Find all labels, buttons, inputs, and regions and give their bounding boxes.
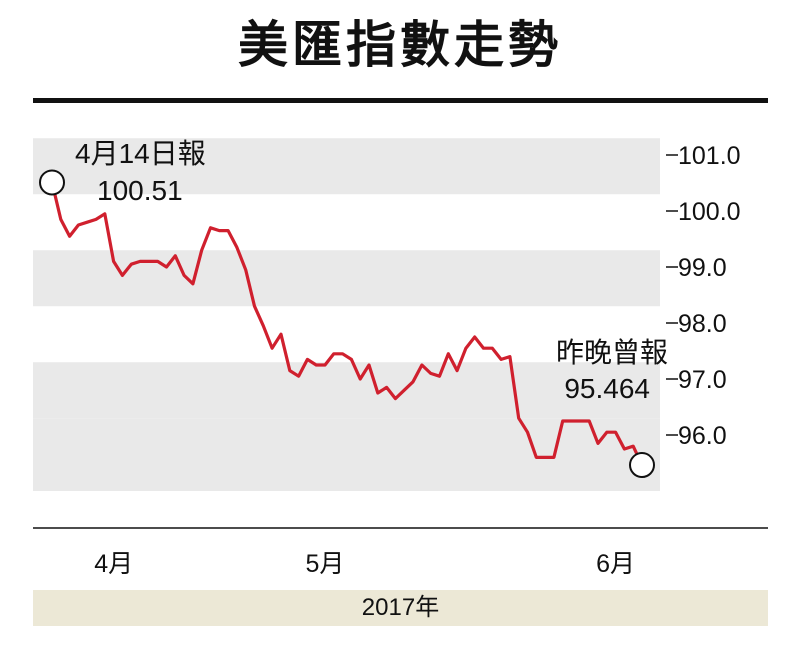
grid-band (33, 138, 660, 195)
chart-title: 美匯指數走勢 (238, 15, 562, 74)
series-layer (50, 182, 644, 466)
start-annotation-label: 4月14日報 (75, 138, 206, 169)
end-annotation-value: 95.464 (564, 373, 650, 404)
y-tick-label: 99.0 (678, 254, 727, 282)
x-axis: 4月5月6月7月 (94, 550, 635, 578)
end-marker (629, 452, 655, 479)
end-annotation-label: 昨晚曾報 (556, 337, 668, 368)
title-rule (33, 98, 768, 103)
y-tick-label: 96.0 (678, 422, 727, 450)
y-axis: 96.0 97.0 98.0 99.0 100.0 101.0 (666, 142, 741, 450)
grid-bands (33, 138, 660, 491)
start-annotation-value: 100.51 (97, 175, 183, 206)
grid-band (33, 250, 660, 307)
year-label: 2017年 (33, 590, 768, 626)
x-tick-label: 5月 (306, 550, 345, 578)
grid-band (33, 362, 660, 419)
x-tick-label: 6月 (596, 550, 635, 578)
start-marker (39, 169, 65, 196)
y-tick-label: 97.0 (678, 366, 727, 394)
y-tick-label: 98.0 (678, 310, 727, 338)
x-tick-label: 4月 (94, 550, 133, 578)
series-line (50, 182, 644, 466)
grid-band (33, 418, 660, 491)
y-tick-label: 100.0 (678, 198, 741, 226)
annotations: 4月14日報 100.51 昨晚曾報 95.464 (39, 138, 668, 479)
y-tick-label: 101.0 (678, 142, 741, 170)
